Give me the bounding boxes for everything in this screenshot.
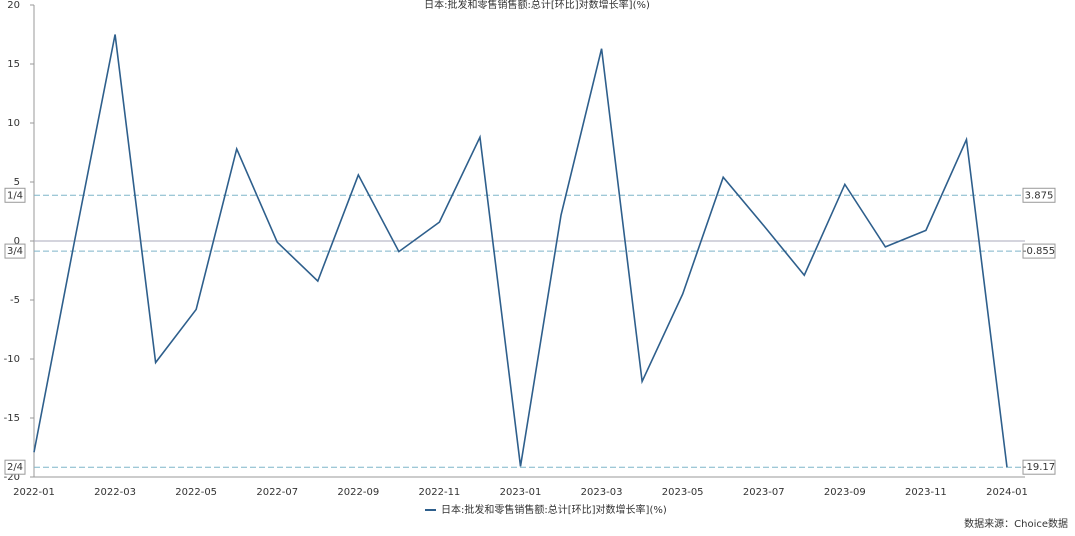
series-line bbox=[33, 34, 1008, 468]
y-tick-label: 5 bbox=[14, 177, 20, 188]
ref-value-box bbox=[1022, 187, 1056, 203]
y-tick-label: 10 bbox=[7, 118, 20, 129]
y-tick-label: -20 bbox=[4, 472, 20, 483]
chart-title: 日本:批发和零售销售额:总计[环比]对数增长率](%) bbox=[424, 0, 650, 11]
x-tick-label: 2023-11 bbox=[905, 487, 947, 498]
x-tick-label: 2023-09 bbox=[824, 487, 866, 498]
ref-name: 1/4 bbox=[7, 190, 23, 201]
x-tick-label: 2023-03 bbox=[581, 487, 623, 498]
source: 数据来源：Choice数据 bbox=[964, 517, 1068, 530]
y-tick-label: 20 bbox=[7, 0, 20, 11]
x-tick-label: 2024-01 bbox=[986, 487, 1028, 498]
x-tick-label: 2022-05 bbox=[175, 487, 217, 498]
ref-value: -19.17 bbox=[1023, 462, 1055, 473]
y-tick-label: -5 bbox=[10, 295, 20, 306]
x-tick-label: 2023-01 bbox=[500, 487, 542, 498]
ref-value: 3.875 bbox=[1025, 190, 1054, 201]
x-tick-label: 2022-11 bbox=[419, 487, 461, 498]
ref-value-box bbox=[1022, 243, 1056, 259]
ref-name: 2/4 bbox=[7, 462, 23, 473]
y-tick-label: 0 bbox=[14, 236, 20, 247]
x-tick-label: 2023-05 bbox=[662, 487, 704, 498]
x-tick-label: 2022-07 bbox=[256, 487, 298, 498]
y-tick-label: -10 bbox=[4, 354, 20, 365]
ref-label-box bbox=[4, 459, 26, 475]
ref-label-box bbox=[4, 243, 26, 259]
x-tick-label: 2022-03 bbox=[94, 487, 136, 498]
ref-value-box bbox=[1022, 459, 1056, 475]
x-tick-label: 2022-01 bbox=[13, 487, 55, 498]
y-tick-label: -15 bbox=[4, 413, 20, 424]
ref-name: 3/4 bbox=[7, 246, 23, 257]
ref-value: -0.855 bbox=[1023, 246, 1055, 257]
x-tick-label: 2023-07 bbox=[743, 487, 785, 498]
legend-label: 日本:批发和零售销售额:总计[环比]对数增长率](%) bbox=[441, 503, 667, 516]
x-tick-label: 2022-09 bbox=[337, 487, 379, 498]
y-tick-label: 15 bbox=[7, 59, 20, 70]
ref-label-box bbox=[4, 187, 26, 203]
